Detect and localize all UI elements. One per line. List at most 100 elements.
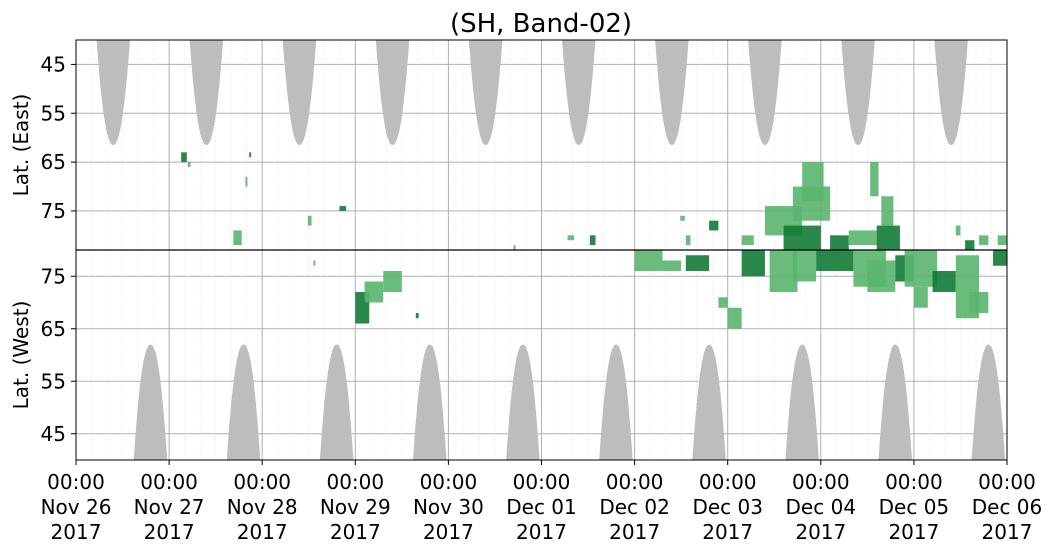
xtick-year-label: 2017: [144, 520, 195, 544]
night-region-east: [561, 40, 596, 145]
event-west: [415, 313, 419, 319]
xtick-time-label: 00:00: [513, 470, 571, 494]
event-east: [339, 206, 346, 211]
event-west: [662, 260, 682, 271]
xtick-year-label: 2017: [982, 520, 1033, 544]
xtick-date-label: Nov 27: [134, 495, 205, 519]
event-east: [685, 235, 691, 246]
east-ytick-label: 75: [41, 199, 66, 223]
event-east: [783, 225, 821, 250]
event-west: [727, 307, 742, 329]
night-region-west: [133, 344, 168, 460]
xtick-year-label: 2017: [51, 520, 102, 544]
event-east: [830, 235, 849, 250]
west-ytick-label: 45: [41, 422, 66, 446]
west-ytick-label: 75: [41, 264, 66, 288]
night-region-east: [841, 40, 875, 145]
night-region-east: [96, 40, 130, 145]
event-east: [870, 162, 879, 197]
xtick-date-label: Dec 04: [786, 495, 857, 519]
chart-title: (SH, Band-02): [450, 9, 632, 39]
night-region-east: [748, 40, 782, 145]
xtick-date-label: Dec 03: [692, 495, 763, 519]
east-ylabel: Lat. (East): [9, 94, 33, 197]
event-east: [513, 245, 516, 250]
event-east: [965, 240, 975, 250]
xtick-year-label: 2017: [237, 520, 288, 544]
east-ytick-label: 45: [41, 52, 66, 76]
xtick-time-label: 00:00: [233, 470, 291, 494]
event-east: [249, 152, 252, 158]
night-region-west: [413, 344, 447, 460]
event-east: [680, 215, 685, 221]
event-east: [955, 225, 961, 236]
event-west: [383, 271, 402, 292]
night-region-west: [878, 344, 913, 460]
event-west: [932, 271, 956, 292]
event-west: [993, 250, 1007, 266]
east-ytick-label: 55: [41, 101, 66, 125]
night-region-west: [785, 344, 819, 460]
event-east: [187, 162, 191, 167]
xtick-time-label: 00:00: [978, 470, 1036, 494]
event-east: [979, 235, 989, 246]
xtick-year-label: 2017: [330, 520, 381, 544]
xtick-time-label: 00:00: [792, 470, 850, 494]
night-region-west: [319, 344, 354, 460]
xtick-time-label: 00:00: [420, 470, 478, 494]
xtick-year-label: 2017: [609, 520, 660, 544]
west-ytick-label: 65: [41, 317, 66, 341]
west-ytick-label: 55: [41, 369, 66, 393]
xtick-date-label: Nov 30: [413, 495, 484, 519]
night-region-east: [468, 40, 503, 145]
event-west: [718, 297, 728, 308]
event-east: [876, 225, 900, 250]
event-east: [245, 176, 248, 187]
night-region-east: [934, 40, 968, 145]
event-east: [567, 235, 575, 241]
event-east: [881, 196, 894, 226]
xtick-time-label: 00:00: [885, 470, 943, 494]
xtick-time-label: 00:00: [326, 470, 384, 494]
xtick-date-label: Nov 28: [227, 495, 298, 519]
event-west: [969, 292, 989, 313]
xtick-date-label: Dec 01: [506, 495, 577, 519]
event-west: [313, 260, 316, 266]
west-ylabel: Lat. (West): [9, 301, 33, 410]
event-west: [741, 250, 765, 277]
xtick-date-label: Dec 05: [879, 495, 950, 519]
xtick-year-label: 2017: [795, 520, 846, 544]
event-east: [181, 152, 187, 163]
xtick-time-label: 00:00: [140, 470, 198, 494]
xtick-time-label: 00:00: [699, 470, 757, 494]
event-east: [233, 230, 242, 246]
axes-layer: [71, 39, 1008, 465]
event-east: [709, 220, 719, 231]
event-west: [867, 260, 896, 292]
event-east: [997, 235, 1007, 246]
xtick-time-label: 00:00: [47, 470, 105, 494]
event-east: [307, 215, 312, 226]
event-west: [816, 250, 854, 271]
axis-label-layer: 45 55 65 75 45 55 65 75 Lat. (East) Lat. (West) 00…: [9, 52, 1042, 544]
xtick-time-label: 00:00: [606, 470, 664, 494]
event-west: [634, 250, 663, 271]
xtick-year-label: 2017: [702, 520, 753, 544]
xtick-date-label: Nov 29: [320, 495, 391, 519]
event-east: [589, 235, 596, 246]
night-region-west: [599, 344, 633, 460]
event-east: [848, 230, 877, 246]
night-region-east: [375, 40, 410, 145]
event-layer: [181, 152, 1007, 329]
night-region-east: [282, 40, 317, 145]
east-ytick-label: 65: [41, 150, 66, 174]
event-east: [741, 235, 754, 246]
event-west: [904, 250, 938, 287]
event-east: [802, 162, 824, 202]
night-region-west: [971, 344, 1006, 460]
event-west: [913, 286, 928, 308]
xtick-year-label: 2017: [888, 520, 939, 544]
night-region-west: [692, 344, 726, 460]
xtick-year-label: 2017: [423, 520, 474, 544]
